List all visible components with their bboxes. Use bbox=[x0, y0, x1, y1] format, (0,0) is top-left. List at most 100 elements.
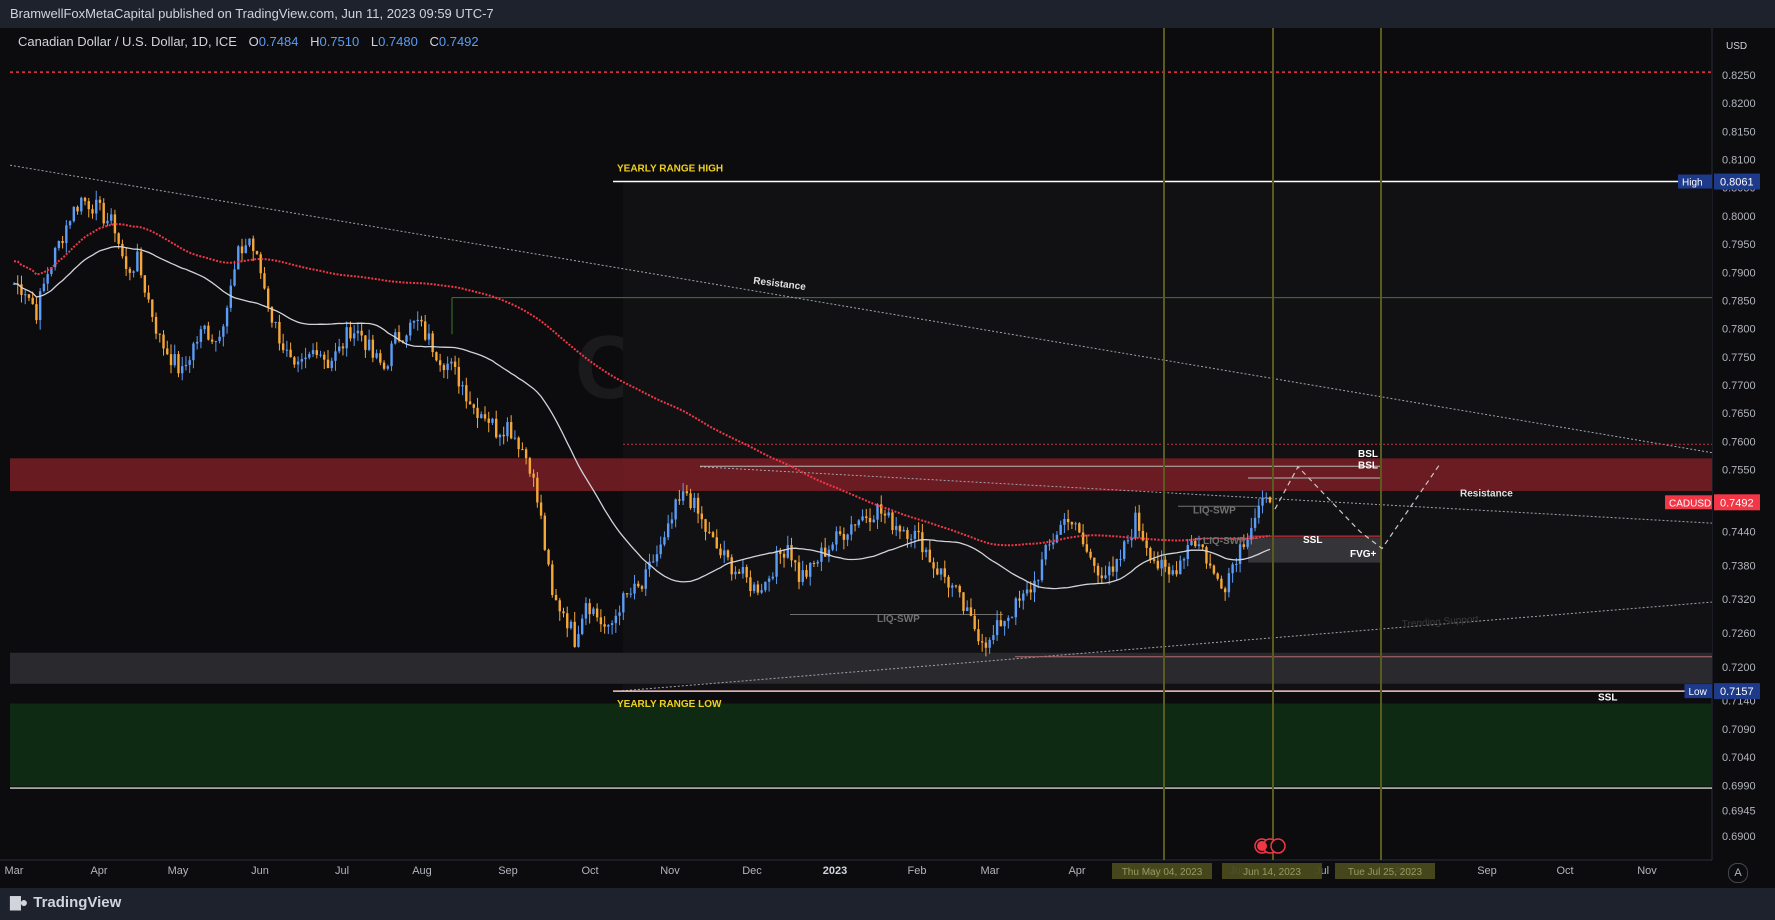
candle bbox=[480, 414, 483, 419]
candle bbox=[483, 414, 487, 419]
candle bbox=[887, 512, 890, 516]
candle bbox=[842, 534, 846, 540]
candle bbox=[1137, 512, 1141, 531]
candle bbox=[281, 343, 285, 351]
candle bbox=[790, 545, 793, 561]
candle bbox=[181, 366, 184, 374]
candle bbox=[838, 531, 842, 535]
candle bbox=[416, 319, 419, 322]
candle bbox=[509, 422, 513, 439]
candle bbox=[87, 201, 90, 210]
moving-averages-layer bbox=[13, 223, 1271, 590]
candle bbox=[1197, 544, 1201, 547]
ema-red-line bbox=[13, 223, 1271, 547]
candle bbox=[756, 584, 760, 593]
candle bbox=[173, 354, 176, 366]
price-badge-label: CADUSD bbox=[1669, 498, 1711, 509]
candle bbox=[648, 561, 651, 570]
close-value: 0.7492 bbox=[438, 34, 479, 49]
candle bbox=[1164, 559, 1167, 567]
label-bsl-1: BSL bbox=[1358, 449, 1378, 460]
candle bbox=[1033, 580, 1036, 593]
candle bbox=[951, 585, 954, 588]
label-ssl-1: SSL bbox=[1303, 535, 1322, 546]
candle bbox=[685, 491, 689, 494]
candle bbox=[435, 352, 438, 361]
price-tick-label: 0.7440 bbox=[1722, 527, 1756, 539]
candle bbox=[334, 351, 337, 361]
low-value: 0.7480 bbox=[378, 34, 418, 49]
date-badge-bg bbox=[1112, 863, 1212, 879]
price-badge-label-bg bbox=[1665, 495, 1712, 510]
candle bbox=[293, 357, 296, 365]
candle bbox=[91, 209, 94, 214]
publisher-text: BramwellFoxMetaCapital published on Trad… bbox=[10, 6, 494, 21]
candle bbox=[1119, 558, 1122, 560]
candle bbox=[1253, 517, 1257, 528]
candle bbox=[1190, 541, 1193, 546]
red-supply-zone bbox=[10, 458, 1712, 492]
candle bbox=[1268, 497, 1272, 503]
candle bbox=[696, 497, 700, 514]
candle bbox=[610, 623, 614, 626]
candles-layer bbox=[12, 190, 1272, 657]
candle bbox=[805, 570, 808, 577]
candle bbox=[1208, 563, 1212, 566]
candle bbox=[461, 385, 464, 387]
candle bbox=[517, 437, 520, 450]
candle bbox=[1115, 558, 1118, 572]
time-tick-label: Apr bbox=[90, 865, 107, 877]
candle bbox=[38, 291, 42, 321]
candle bbox=[319, 354, 322, 356]
candle bbox=[151, 299, 154, 317]
candle bbox=[775, 550, 778, 577]
candle bbox=[169, 354, 173, 366]
candle bbox=[868, 518, 872, 523]
candle bbox=[726, 550, 730, 558]
candle bbox=[80, 197, 83, 212]
candle bbox=[199, 329, 203, 342]
candle bbox=[382, 362, 386, 369]
candle bbox=[962, 592, 965, 611]
time-tick-label: Jun bbox=[251, 865, 269, 877]
low-label: L bbox=[370, 34, 379, 49]
candle bbox=[644, 569, 647, 589]
auto-scale-button[interactable]: A bbox=[1728, 863, 1748, 883]
candle bbox=[973, 615, 976, 630]
candle bbox=[222, 326, 225, 337]
candle bbox=[405, 335, 408, 342]
candle bbox=[379, 353, 382, 363]
candle bbox=[749, 577, 752, 592]
currency-label: USD bbox=[1726, 41, 1747, 52]
candle bbox=[865, 516, 868, 519]
candle bbox=[943, 568, 946, 577]
candle bbox=[345, 327, 348, 349]
candle bbox=[745, 567, 748, 578]
candle bbox=[737, 571, 741, 574]
candle bbox=[1175, 570, 1178, 575]
candle bbox=[932, 562, 935, 569]
tradingview-logo[interactable]: ▇● TradingView bbox=[10, 894, 121, 911]
candle bbox=[1104, 575, 1107, 579]
candle bbox=[397, 332, 401, 341]
candle bbox=[580, 618, 584, 635]
candle bbox=[46, 274, 49, 284]
candle bbox=[1257, 505, 1260, 518]
candle bbox=[812, 563, 816, 565]
candle bbox=[999, 620, 1003, 627]
candle bbox=[162, 334, 165, 349]
candle bbox=[457, 366, 461, 387]
candle bbox=[794, 560, 797, 563]
time-tick-label: Mar bbox=[5, 865, 24, 877]
candle bbox=[906, 530, 909, 539]
candle bbox=[554, 594, 558, 601]
price-badge-bg bbox=[1714, 173, 1760, 190]
label-ssl-2: SSL bbox=[1598, 693, 1617, 704]
price-tick-label: 0.6945 bbox=[1722, 806, 1756, 818]
candle bbox=[655, 554, 659, 562]
price-tick-label: 0.7800 bbox=[1722, 324, 1756, 336]
candle bbox=[562, 611, 565, 614]
candle bbox=[1037, 580, 1040, 582]
candle bbox=[255, 250, 259, 255]
